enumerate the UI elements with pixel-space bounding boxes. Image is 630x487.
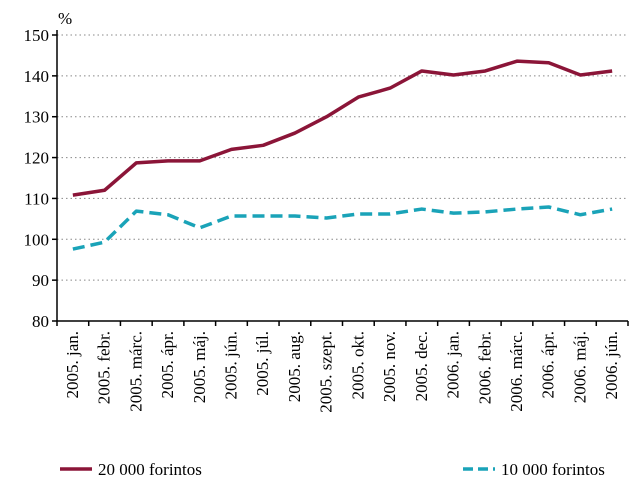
legend-label: 20 000 forintos xyxy=(98,460,202,479)
legend-label: 10 000 forintos xyxy=(501,460,605,479)
y-tick-label: 100 xyxy=(24,230,50,249)
y-tick-label: 90 xyxy=(32,271,49,290)
x-tick-label: 2005. máj. xyxy=(190,331,209,403)
x-tick-label: 2005. ápr. xyxy=(158,331,177,399)
x-tick-label: 2006. márc. xyxy=(507,331,526,412)
y-tick-label: 80 xyxy=(32,312,49,331)
x-tick-label: 2006. máj. xyxy=(570,331,589,403)
x-tick-label: 2005. jan. xyxy=(63,331,82,399)
x-tick-label: 2006. jan. xyxy=(444,331,463,399)
y-tick-label: 110 xyxy=(24,189,49,208)
x-tick-label: 2005. febr. xyxy=(95,331,114,404)
x-tick-label: 2006. ápr. xyxy=(539,331,558,399)
y-axis-label: % xyxy=(58,9,72,28)
line-series xyxy=(72,59,613,197)
line-series xyxy=(72,205,613,251)
x-tick-label: 2006. jún. xyxy=(602,331,621,399)
x-tick-label: 2005. jún. xyxy=(221,331,240,399)
y-tick-label: 140 xyxy=(24,67,50,86)
x-tick-label: 2005. júl. xyxy=(253,331,272,396)
x-tick-label: 2005. okt. xyxy=(348,331,367,399)
y-tick-label: 120 xyxy=(24,149,50,168)
x-tick-label: 2005. dec. xyxy=(412,331,431,401)
y-tick-label: 130 xyxy=(24,108,50,127)
x-tick-label: 2005. szept. xyxy=(317,331,336,413)
x-tick-label: 2005. márc. xyxy=(126,331,145,412)
x-tick-label: 2005. aug. xyxy=(285,331,304,402)
x-tick-label: 2005. nov. xyxy=(380,331,399,402)
x-tick-label: 2006. febr. xyxy=(475,331,494,404)
y-tick-label: 150 xyxy=(24,26,50,45)
